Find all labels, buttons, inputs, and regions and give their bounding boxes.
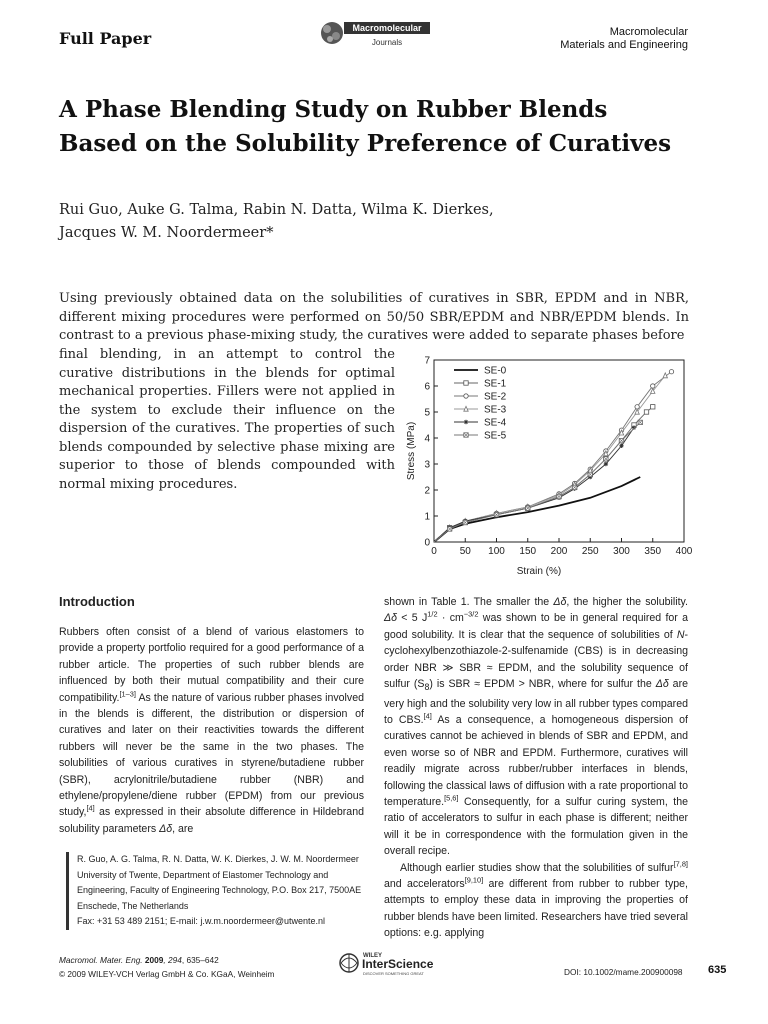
legend-label-se-3: SE-3 [484, 405, 507, 416]
series-line-se-3 [433, 375, 666, 543]
data-point-se-1 [650, 404, 656, 410]
data-point-se-4 [588, 474, 593, 480]
data-point-se-4 [619, 443, 624, 448]
authors: Rui Guo, Auke G. Talma, Rabin N. Datta, … [59, 199, 679, 245]
abstract-full-width: Using previously obtained data on the so… [59, 291, 689, 343]
section-label: Full Paper [59, 29, 152, 48]
y-tick-label: 7 [424, 356, 430, 367]
legend-marker-se-4 [463, 419, 469, 425]
data-point-se-5-cross [619, 438, 624, 444]
data-point-se-5-cross [494, 512, 499, 518]
legend-marker-se-2 [463, 393, 469, 399]
x-tick-label: 150 [519, 546, 536, 557]
legend-label-se-2: SE-2 [484, 392, 507, 403]
affiliation-authors: R. Guo, A. G. Talma, R. N. Datta, W. K. … [77, 854, 359, 864]
abstract-narrow: final blending, in an attempt to control… [59, 347, 395, 492]
section-heading-introduction: Introduction [59, 594, 135, 609]
journal-logo: Macromolecular Journals [321, 22, 430, 47]
title-line-1: A Phase Blending Study on Rubber Blends [59, 96, 608, 123]
interscience-logo-main: InterScience [362, 957, 434, 971]
data-point-se-5-cross [447, 526, 453, 532]
legend-marker-se-3 [463, 405, 469, 412]
data-point-se-3 [634, 408, 640, 415]
legend-label-se-5: SE-5 [484, 431, 507, 442]
x-tick-label: 400 [676, 546, 693, 557]
x-axis-label: Strain (%) [517, 566, 561, 577]
data-point-se-5-cross [587, 471, 593, 477]
affiliation-box: R. Guo, A. G. Talma, R. N. Datta, W. K. … [66, 852, 377, 930]
data-point-se-5-cross [572, 484, 578, 490]
journal-name: Macromolecular Materials and Engineering [560, 26, 688, 52]
y-tick-label: 2 [424, 486, 430, 497]
intro-column-2: shown in Table 1. The smaller the Δδ, th… [384, 596, 688, 940]
journal-logo-text-2: Journals [372, 38, 402, 47]
citation-4b[interactable]: [4] [423, 711, 432, 721]
interscience-logo-tag: DISCOVER SOMETHING GREAT [363, 971, 424, 976]
x-tick-label: 50 [460, 546, 472, 557]
footer-citation: Macromol. Mater. Eng. 2009, 294, 635–642… [59, 955, 275, 979]
data-point-se-1 [643, 409, 650, 415]
citation-9-10[interactable]: [9,10] [464, 875, 484, 885]
citation-1-3[interactable]: [1–3] [119, 689, 136, 699]
journal-logo-text-1: Macromolecular [352, 23, 422, 33]
intro-column-1: Rubbers often consist of a blend of vari… [59, 626, 364, 835]
legend-marker-se-5-cross [463, 432, 469, 438]
authors-line-2: Jacques W. M. Noordermeer* [59, 225, 274, 241]
data-point-se-2 [668, 369, 675, 375]
x-tick-label: 0 [431, 546, 437, 557]
legend-marker-se-1 [463, 380, 469, 386]
data-point-se-4 [631, 425, 637, 430]
data-point-se-5-cross [603, 456, 609, 462]
data-point-se-5-cross [525, 505, 531, 511]
x-tick-label: 350 [644, 546, 661, 557]
legend-label-se-0: SE-0 [484, 366, 507, 377]
data-point-se-5-cross [637, 419, 643, 425]
stress-strain-chart: 0 50 100 150 200 250 300 350 400 0 1 2 3 4 5 6 7 Strain (… [406, 356, 693, 578]
affiliation-address: University of Twente, Department of Elas… [77, 869, 362, 911]
series-line-se-0 [433, 476, 641, 543]
interscience-logo: WILEY InterScience DISCOVER SOMETHING GR… [339, 953, 434, 976]
citation-4[interactable]: [4] [86, 803, 95, 813]
x-tick-label: 100 [488, 546, 505, 557]
y-tick-label: 1 [424, 512, 430, 523]
footer-copyright: © 2009 WILEY-VCH Verlag GmbH & Co. KGaA,… [59, 969, 275, 979]
legend-label-se-4: SE-4 [484, 418, 507, 429]
legend-label-se-1: SE-1 [484, 379, 507, 390]
y-tick-label: 0 [424, 538, 430, 549]
citation-5-6[interactable]: [5,6] [444, 793, 459, 803]
x-tick-label: 200 [551, 546, 568, 557]
authors-line-1: Rui Guo, Auke G. Talma, Rabin N. Datta, … [59, 202, 494, 218]
y-tick-label: 6 [424, 382, 430, 393]
x-tick-label: 250 [582, 546, 599, 557]
data-point-se-3 [662, 371, 669, 379]
y-axis-label: Stress (MPa) [406, 422, 417, 480]
data-point-se-4 [603, 461, 609, 467]
data-point-se-5-cross [556, 494, 562, 499]
y-tick-label: 4 [424, 434, 430, 445]
interscience-logo-wiley: WILEY [363, 953, 382, 959]
page-title: A Phase Blending Study on Rubber Blends … [59, 93, 739, 161]
x-tick-label: 300 [613, 546, 630, 557]
title-line-2: Based on the Solubility Preference of Cu… [59, 130, 672, 157]
series-line-se-2 [433, 371, 672, 543]
y-tick-label: 5 [424, 408, 430, 419]
y-tick-label: 3 [424, 460, 430, 471]
data-point-se-3 [618, 429, 625, 436]
footer-doi[interactable]: DOI: 10.1002/mame.200900098 [564, 967, 683, 977]
data-point-se-5-cross [462, 520, 468, 525]
plot-frame [433, 359, 685, 543]
citation-7-8[interactable]: [7,8] [673, 859, 688, 869]
affiliation-contact[interactable]: Fax: +31 53 489 2151; E-mail: j.w.m.noor… [77, 916, 326, 927]
journal-name-line1: Macromolecular [609, 26, 688, 38]
data-point-se-3 [649, 387, 656, 394]
journal-name-line2: Materials and Engineering [560, 39, 688, 51]
page-number: 635 [708, 964, 727, 976]
data-point-se-3 [603, 449, 609, 457]
